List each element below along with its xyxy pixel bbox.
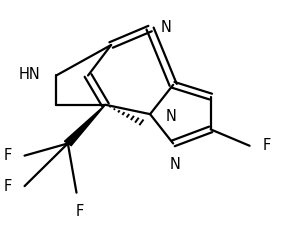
Text: F: F xyxy=(75,204,83,219)
Text: N: N xyxy=(166,109,177,124)
Polygon shape xyxy=(64,105,105,146)
Text: F: F xyxy=(262,138,271,153)
Text: N: N xyxy=(160,20,171,35)
Text: N: N xyxy=(169,157,180,172)
Text: HN: HN xyxy=(19,67,40,82)
Text: F: F xyxy=(3,179,12,194)
Text: F: F xyxy=(3,148,12,163)
